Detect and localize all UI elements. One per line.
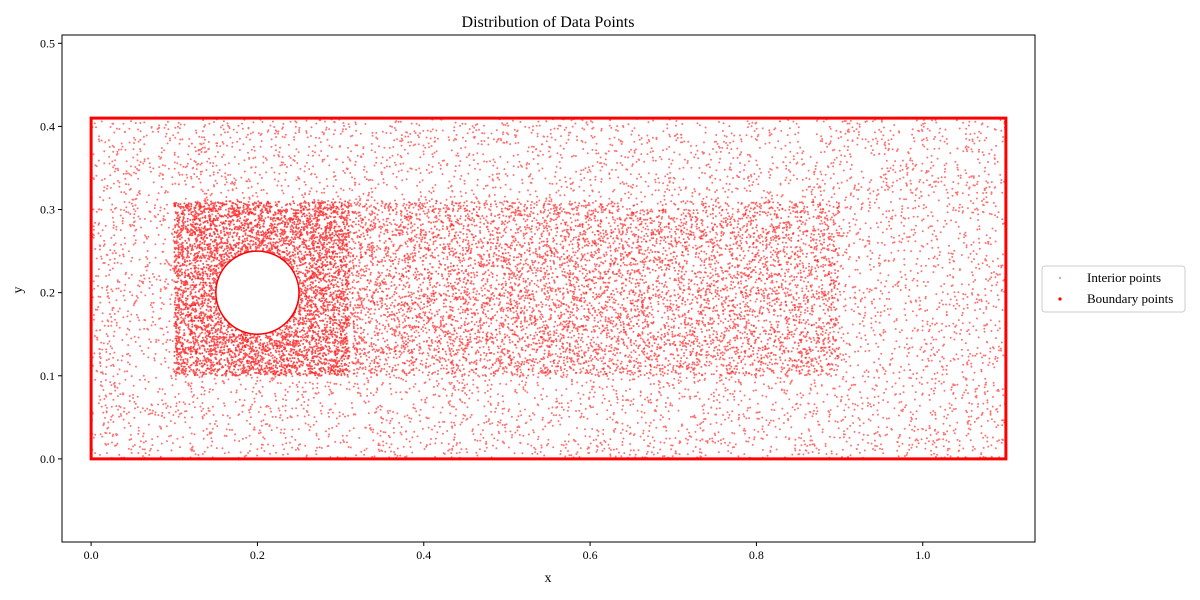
- y-tick-label: 0.3: [40, 203, 55, 217]
- interior-points: [173, 200, 350, 377]
- y-tick-label: 0.5: [40, 36, 55, 50]
- x-tick-label: 0.0: [84, 548, 99, 562]
- y-tick-label: 0.1: [40, 369, 55, 383]
- cylinder-boundary: [215, 250, 300, 335]
- legend-box: [1041, 265, 1186, 313]
- y-axis-label: y: [11, 287, 26, 294]
- legend-marker-interior: [1058, 276, 1062, 280]
- x-axis-label: x: [545, 571, 552, 586]
- y-tick-label: 0.2: [40, 286, 55, 300]
- legend-label-boundary: Boundary points: [1087, 291, 1173, 306]
- x-tick-label: 0.2: [250, 548, 265, 562]
- boundary-points: [89, 116, 1008, 461]
- x-axis: 0.0 0.2 0.4 0.6 0.8 1.0: [84, 542, 930, 562]
- interior-points: [347, 200, 841, 377]
- legend-marker-boundary: [1058, 297, 1062, 301]
- boundary-line: [89, 116, 1008, 461]
- y-tick-label: 0.0: [40, 452, 55, 466]
- x-tick-label: 0.6: [583, 548, 598, 562]
- data-points: [90, 117, 1007, 460]
- x-tick-label: 0.4: [416, 548, 431, 562]
- chart-title: Distribution of Data Points: [462, 14, 635, 31]
- x-tick-label: 0.8: [749, 548, 764, 562]
- plot-frame: [61, 34, 1036, 543]
- legend: Interior points Boundary points: [1041, 265, 1186, 313]
- x-tick-label: 1.0: [915, 548, 930, 562]
- y-tick-label: 0.4: [40, 119, 55, 133]
- y-axis: 0.0 0.1 0.2 0.3 0.4 0.5: [40, 36, 62, 466]
- legend-label-interior: Interior points: [1087, 270, 1161, 285]
